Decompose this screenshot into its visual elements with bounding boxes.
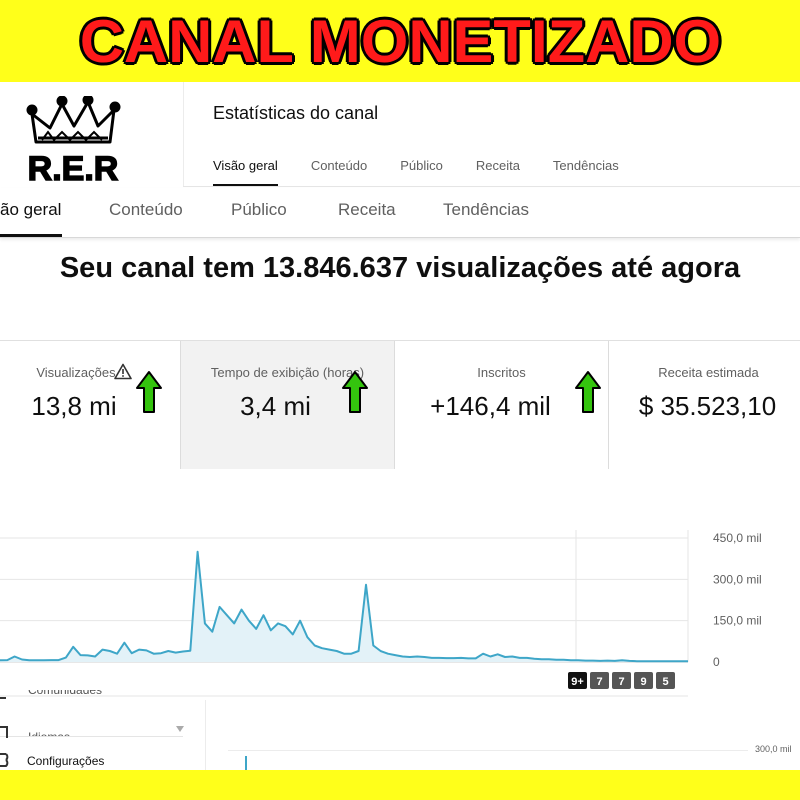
channel-views-headline: Seu canal tem 13.846.637 visualizações a… — [59, 252, 741, 284]
card-revenue-value: $ 35.523,10 — [638, 391, 777, 421]
big-tab-revenue[interactable]: Receita — [338, 200, 396, 219]
card-separator — [608, 341, 609, 469]
gear-icon — [0, 753, 9, 767]
warning-icon — [114, 363, 132, 380]
small-tab-audience[interactable]: Público — [400, 158, 443, 173]
card-views-value: 13,8 mi — [31, 391, 117, 421]
card-separator — [180, 341, 181, 469]
card-revenue[interactable]: Receita estimada $ 35.523,10 — [609, 341, 800, 469]
notification-badge — [656, 672, 675, 689]
active-tab-indicator — [0, 234, 62, 237]
notification-badge-label: 9+ — [571, 676, 584, 688]
bottom-banner — [0, 770, 800, 800]
chart-y-tick-label: 450,0 mil — [713, 531, 762, 545]
arrow-up-icon — [575, 371, 601, 413]
small-tab-divider — [183, 186, 800, 187]
card-subscribers-value: +146,4 mil — [430, 391, 551, 421]
sidebar-item-settings[interactable]: Configurações — [27, 754, 105, 768]
small-tab-content[interactable]: Conteúdo — [310, 158, 368, 173]
card-revenue-label: Receita estimada — [658, 365, 759, 380]
sidebar-item-icon — [0, 726, 8, 738]
notification-badge-label: 7 — [596, 676, 602, 688]
chart-series-line — [0, 550, 688, 663]
notification-badge — [612, 672, 631, 689]
banner-headline: CANAL MONETIZADO — [79, 7, 721, 75]
lower-chart-gridline — [228, 750, 748, 751]
small-tab-trends[interactable]: Tendências — [552, 158, 619, 173]
metric-cards: Visualizações 13,8 mi Tempo de exibição … — [0, 340, 800, 469]
lower-chart-line — [245, 756, 247, 770]
top-banner: CANAL MONETIZADO — [0, 0, 800, 82]
big-tab-content[interactable]: Conteúdo — [109, 200, 183, 219]
small-tab-revenue[interactable]: Receita — [475, 158, 520, 173]
big-tab-audience[interactable]: Público — [231, 200, 287, 219]
studio-title: Estatísticas do canal — [213, 103, 379, 123]
notification-badge-label: 7 — [618, 676, 624, 688]
card-views[interactable]: Visualizações 13,8 mi — [0, 341, 180, 469]
chevron-down-icon[interactable] — [176, 726, 184, 732]
sidebar-item-languages[interactable]: Idiomas — [28, 726, 70, 736]
header-divider-vertical — [183, 82, 184, 187]
big-tab-overview[interactable]: ão geral — [0, 200, 62, 219]
notification-badge-label: 5 — [662, 676, 668, 688]
arrow-up-icon — [136, 371, 162, 413]
big-tab-trends[interactable]: Tendências — [443, 200, 530, 219]
logo-text: R.E.R — [28, 150, 119, 188]
notification-badge — [568, 672, 587, 689]
notification-badge — [590, 672, 609, 689]
small-tab-bar: Visão geral Conteúdo Público Receita Ten… — [213, 158, 652, 186]
sidebar-item-communities[interactable]: Comunidades — [28, 690, 103, 697]
sidebar-item-icon — [0, 697, 6, 699]
card-subscribers-label: Inscritos — [477, 365, 526, 380]
card-watch-time-value: 3,4 mi — [240, 391, 311, 421]
card-subscribers[interactable]: Inscritos +146,4 mil — [395, 341, 608, 469]
views-line-chart: 450,0 mil 300,0 mil 150,0 mil 0 9+ 7 7 9 5 — [0, 530, 762, 697]
notification-badge — [634, 672, 653, 689]
chart-y-tick-label: 300,0 mil — [713, 572, 762, 586]
rer-crown-logo: R.E.R — [26, 96, 121, 188]
chart-y-tick-label: 0 — [713, 655, 720, 669]
chart-y-tick-label: 150,0 mil — [713, 614, 762, 628]
lower-chart-y-tick: 300,0 mil — [755, 744, 792, 754]
arrow-up-icon — [342, 371, 368, 413]
notification-badge-label: 9 — [640, 676, 646, 688]
small-tab-overview[interactable]: Visão geral — [213, 158, 278, 186]
card-views-label: Visualizações — [36, 365, 116, 380]
chart-area-fill — [0, 551, 688, 662]
content-divider — [205, 700, 206, 770]
card-watch-time-label: Tempo de exibição (horas) — [210, 365, 365, 380]
big-tab-bar: ão geral Conteúdo Público Receita Tendên… — [0, 188, 800, 238]
sidebar-divider — [0, 736, 183, 737]
card-separator — [394, 341, 395, 469]
